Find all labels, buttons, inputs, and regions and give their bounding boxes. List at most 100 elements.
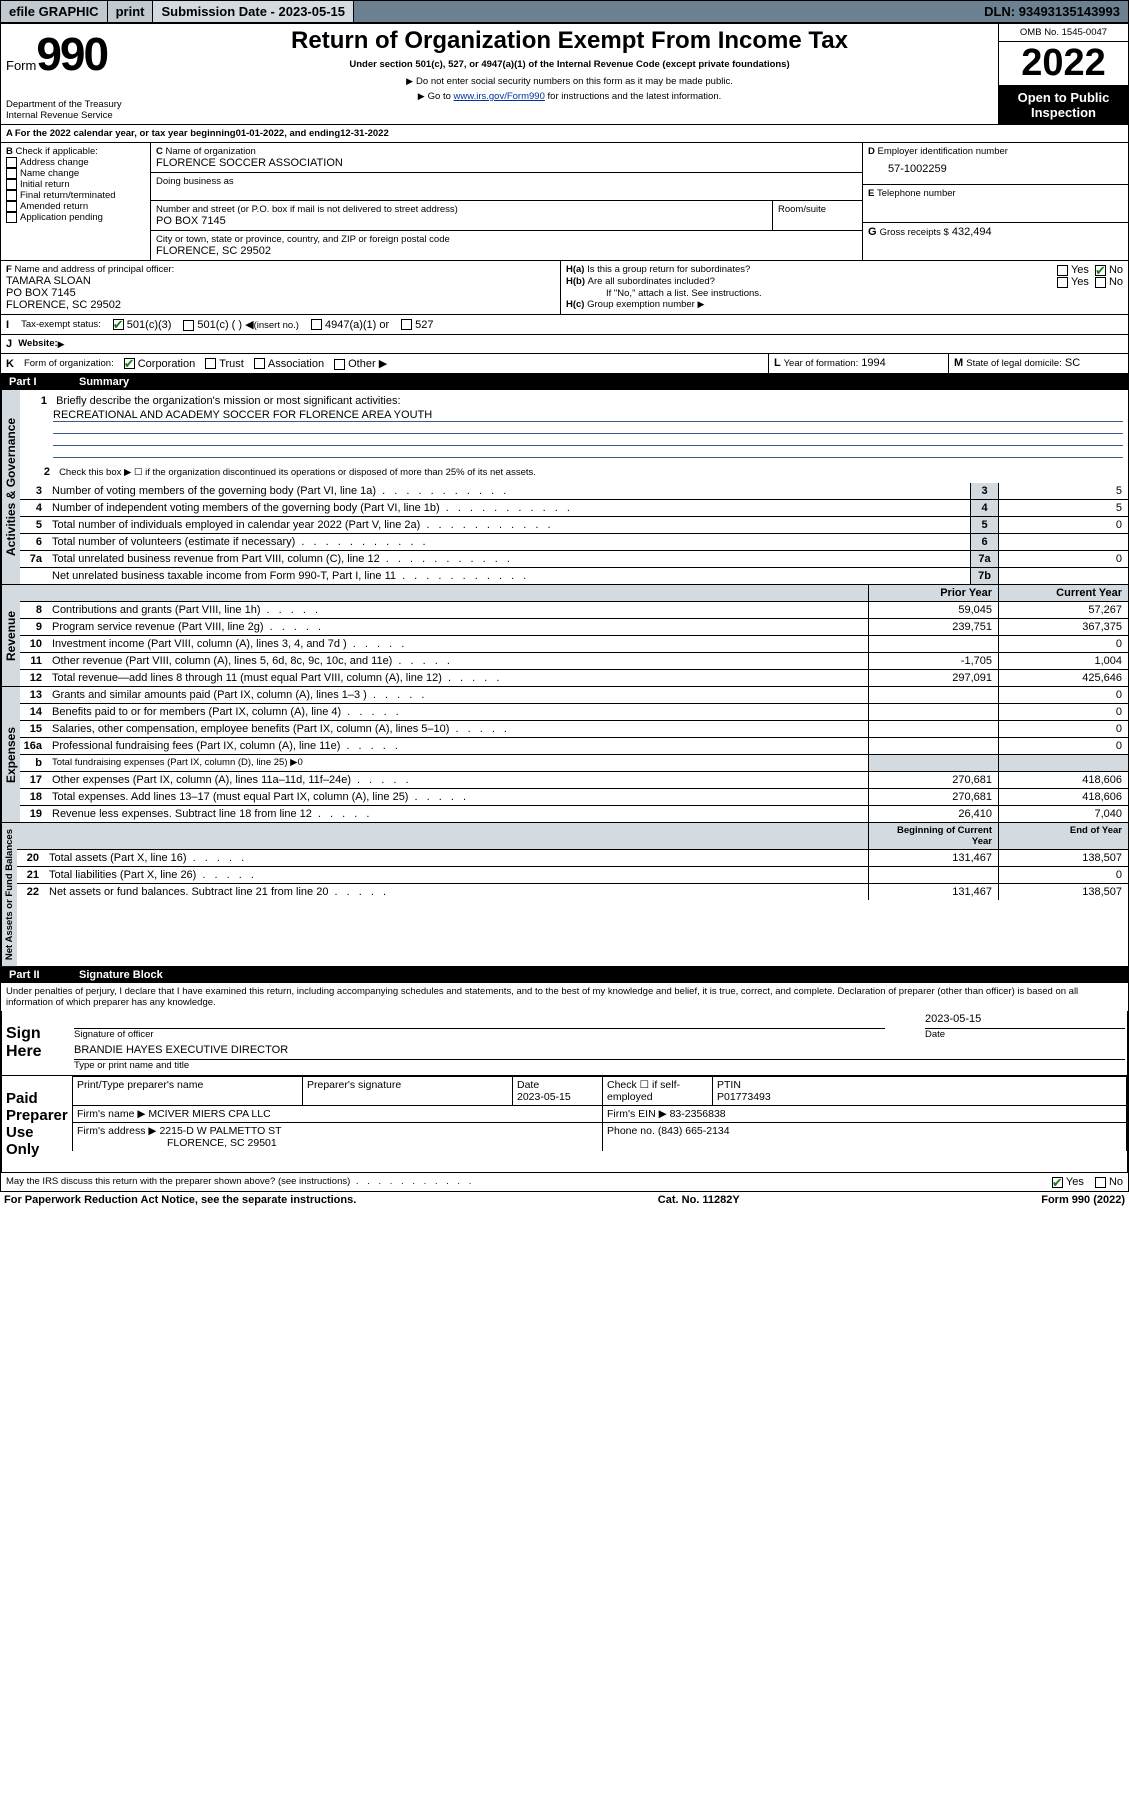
summary-row: Net unrelated business taxable income fr… [20, 568, 1128, 584]
sig-date-label: Date [925, 1029, 1125, 1040]
k-corp[interactable]: Corporation [124, 358, 195, 370]
print-button[interactable]: print [108, 1, 154, 22]
open-inspection: Open to Public Inspection [999, 86, 1128, 124]
summary-row: 6Total number of volunteers (estimate if… [20, 534, 1128, 551]
sig-officer-label: Signature of officer [74, 1029, 885, 1040]
summary-row: 7aTotal unrelated business revenue from … [20, 551, 1128, 568]
part-i-header: Part I Summary [1, 374, 1128, 390]
tax-year: 2022 [999, 41, 1128, 86]
discuss-yes[interactable]: Yes [1052, 1176, 1084, 1188]
m-label: State of legal domicile: [966, 358, 1062, 369]
mission-text: RECREATIONAL AND ACADEMY SOCCER FOR FLOR… [53, 409, 1123, 422]
phone-label: Telephone number [877, 188, 956, 199]
gross-label: Gross receipts $ [880, 227, 949, 238]
form-990: Form 990 Department of the Treasury Inte… [0, 23, 1129, 1192]
pp-self-employed[interactable]: Check ☐ if self-employed [603, 1077, 713, 1106]
f-label: Name and address of principal officer: [14, 264, 174, 275]
i-501c3[interactable]: 501(c)(3) [113, 319, 172, 331]
pp-name-label: Print/Type preparer's name [73, 1077, 303, 1106]
i-4947[interactable]: 4947(a)(1) or [311, 319, 389, 331]
i-501c[interactable]: 501(c) ( ) ◀(insert no.) [183, 318, 299, 331]
financial-row: 22Net assets or fund balances. Subtract … [17, 884, 1128, 900]
financial-row: 15Salaries, other compensation, employee… [20, 721, 1128, 738]
hdr-end: End of Year [998, 823, 1128, 849]
submission-cell: Submission Date - 2023-05-15 [153, 1, 354, 22]
section-b: B Check if applicable: Address change Na… [1, 143, 151, 260]
hdr-begin: Beginning of Current Year [868, 823, 998, 849]
form-ref: Form 990 (2022) [1041, 1194, 1125, 1206]
financial-row: 16aProfessional fundraising fees (Part I… [20, 738, 1128, 755]
firm-ein: 83-2356838 [670, 1108, 726, 1120]
k-assoc[interactable]: Association [254, 358, 324, 370]
financial-row: 18Total expenses. Add lines 13–17 (must … [20, 789, 1128, 806]
firm-addr-label: Firm's address ▶ [77, 1125, 157, 1137]
form-number: Form 990 [6, 27, 136, 81]
dln-label: DLN: [984, 4, 1019, 19]
org-street: PO BOX 7145 [156, 215, 767, 227]
efile-label[interactable]: efile GRAPHIC [1, 1, 108, 22]
h-note: If "No," attach a list. See instructions… [566, 288, 1123, 299]
ha-yes[interactable]: Yes [1057, 264, 1089, 276]
b-initial-return[interactable]: Initial return [20, 179, 70, 190]
l-label: Year of formation: [784, 358, 859, 369]
hb-yes[interactable]: Yes [1057, 276, 1089, 288]
k-trust[interactable]: Trust [205, 358, 244, 370]
paperwork-notice: For Paperwork Reduction Act Notice, see … [4, 1194, 356, 1206]
financial-row: 14Benefits paid to or for members (Part … [20, 704, 1128, 721]
b-name-change[interactable]: Name change [20, 168, 79, 179]
gross-receipts: 432,494 [952, 226, 992, 238]
discuss-no[interactable]: No [1095, 1176, 1123, 1188]
b-final-return[interactable]: Final return/terminated [20, 190, 116, 201]
b-application-pending[interactable]: Application pending [20, 212, 103, 223]
firm-name-label: Firm's name ▶ [77, 1108, 145, 1120]
type-name-label: Type or print name and title [74, 1060, 1125, 1071]
k-other[interactable]: Other ▶ [334, 357, 387, 370]
line-i: I Tax-exempt status: 501(c)(3) 501(c) ( … [6, 318, 566, 331]
sign-here-label: Sign Here [2, 1011, 72, 1075]
irs-link[interactable]: www.irs.gov/Form990 [454, 91, 545, 102]
page-footer: For Paperwork Reduction Act Notice, see … [0, 1192, 1129, 1208]
financial-row: 8Contributions and grants (Part VIII, li… [20, 602, 1128, 619]
ha-no[interactable]: No [1095, 264, 1123, 276]
preparer-grid: Print/Type preparer's name Preparer's si… [72, 1076, 1127, 1151]
subtitle-3: Go to www.irs.gov/Form990 for instructio… [146, 91, 993, 102]
financial-row: 19Revenue less expenses. Subtract line 1… [20, 806, 1128, 822]
firm-phone: (843) 665-2134 [658, 1125, 730, 1137]
tab-revenue: Revenue [1, 585, 20, 686]
tab-expenses: Expenses [1, 687, 20, 822]
addr-label: Number and street (or P.O. box if mail i… [156, 204, 767, 215]
hb-no[interactable]: No [1095, 276, 1123, 288]
omb-number: OMB No. 1545-0047 [999, 24, 1128, 41]
subtitle-2: Do not enter social security numbers on … [146, 76, 993, 87]
b-address-change[interactable]: Address change [20, 157, 89, 168]
part-ii-header: Part II Signature Block [1, 967, 1128, 983]
hdr-current: Current Year [998, 585, 1128, 601]
org-name: FLORENCE SOCCER ASSOCIATION [156, 157, 857, 169]
firm-phone-label: Phone no. [607, 1125, 655, 1137]
tab-net-assets: Net Assets or Fund Balances [1, 823, 17, 966]
j-label: Website: [18, 338, 57, 350]
officer-addr2: FLORENCE, SC 29502 [6, 299, 555, 311]
declaration-text: Under penalties of perjury, I declare th… [1, 983, 1128, 1011]
ptin-value: P01773493 [717, 1091, 1122, 1103]
financial-row: 9Program service revenue (Part VIII, lin… [20, 619, 1128, 636]
i-527[interactable]: 527 [401, 319, 433, 331]
line2-text: Check this box ▶ ☐ if the organization d… [59, 467, 536, 478]
org-city: FLORENCE, SC 29502 [156, 245, 857, 257]
ein-label: Employer identification number [878, 146, 1008, 157]
firm-ein-label: Firm's EIN ▶ [607, 1108, 667, 1120]
topbar: efile GRAPHIC print Submission Date - 20… [0, 0, 1129, 23]
firm-name: MCIVER MIERS CPA LLC [148, 1108, 270, 1120]
dba-label: Doing business as [156, 176, 857, 187]
pp-date: 2023-05-15 [517, 1091, 598, 1103]
officer-name: TAMARA SLOAN [6, 275, 555, 287]
line-a: A For the 2022 calendar year, or tax yea… [1, 125, 1128, 143]
hb-label: Are all subordinates included? [588, 276, 715, 287]
pp-date-label: Date [517, 1079, 598, 1091]
k-label: Form of organization: [24, 358, 114, 369]
discuss-question: May the IRS discuss this return with the… [6, 1176, 474, 1188]
sign-date: 2023-05-15 [925, 1013, 1125, 1029]
b-amended[interactable]: Amended return [20, 201, 88, 212]
firm-addr1: 2215-D W PALMETTO ST [159, 1125, 281, 1137]
year-formation: 1994 [861, 357, 885, 369]
